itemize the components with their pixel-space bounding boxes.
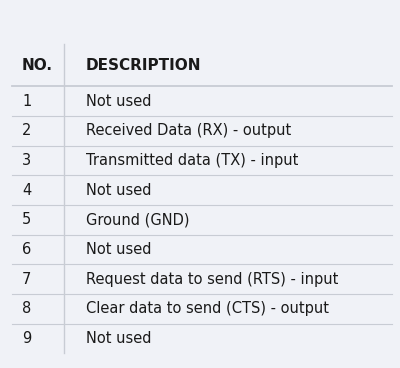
Text: 4: 4 xyxy=(22,183,31,198)
Text: Request data to send (RTS) - input: Request data to send (RTS) - input xyxy=(86,272,338,287)
Text: Not used: Not used xyxy=(86,183,152,198)
Text: NO.: NO. xyxy=(22,58,53,73)
Text: 1: 1 xyxy=(22,94,31,109)
Text: Clear data to send (CTS) - output: Clear data to send (CTS) - output xyxy=(86,301,329,316)
Text: 2: 2 xyxy=(22,123,31,138)
Text: DESCRIPTION: DESCRIPTION xyxy=(86,58,202,73)
Text: Transmitted data (TX) - input: Transmitted data (TX) - input xyxy=(86,153,298,168)
Text: 7: 7 xyxy=(22,272,31,287)
Text: 3: 3 xyxy=(22,153,31,168)
Text: Ground (GND): Ground (GND) xyxy=(86,212,190,227)
Text: Received Data (RX) - output: Received Data (RX) - output xyxy=(86,123,291,138)
Text: 6: 6 xyxy=(22,242,31,257)
Text: Not used: Not used xyxy=(86,94,152,109)
Text: Not used: Not used xyxy=(86,331,152,346)
Text: 9: 9 xyxy=(22,331,31,346)
Text: 5: 5 xyxy=(22,212,31,227)
Text: Not used: Not used xyxy=(86,242,152,257)
Text: 8: 8 xyxy=(22,301,31,316)
